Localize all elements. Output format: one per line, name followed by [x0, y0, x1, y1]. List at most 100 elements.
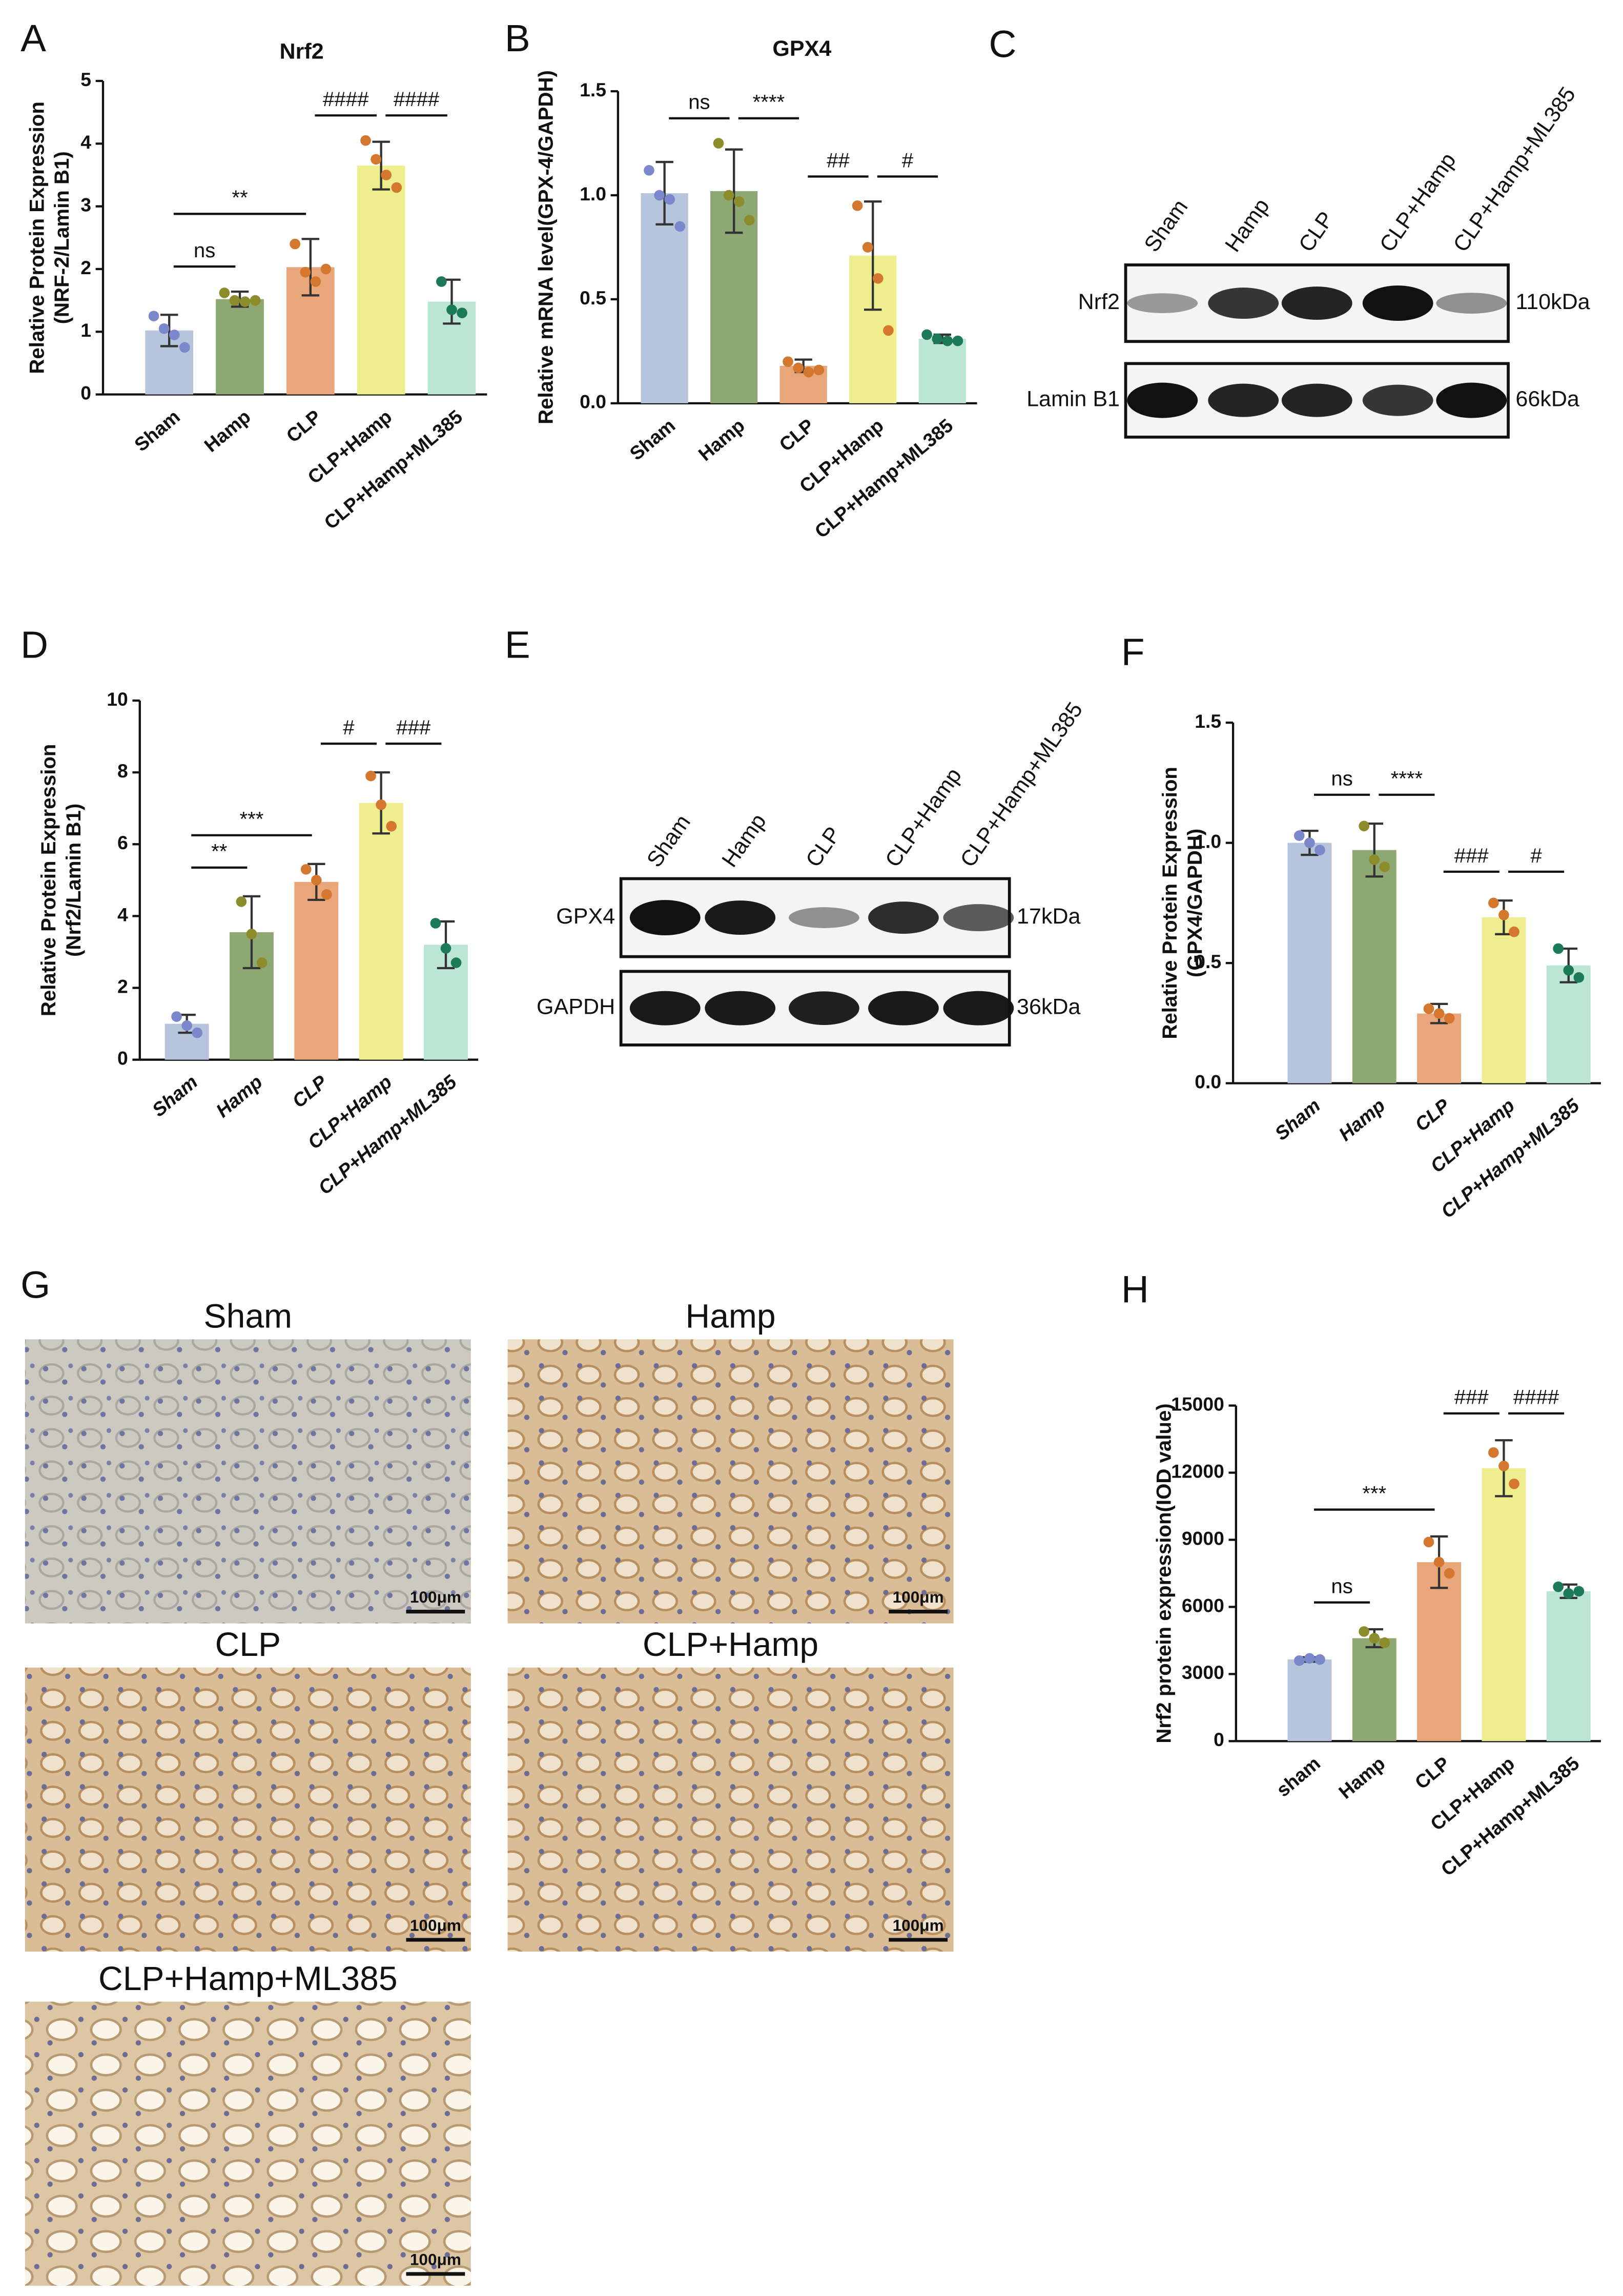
y-axis-label: Relative Protein Expression — [37, 744, 60, 1017]
data-point — [1433, 1556, 1445, 1568]
data-point — [713, 138, 724, 149]
data-point — [192, 1027, 203, 1038]
x-tick-label: CLP+Hamp+ML385 — [320, 405, 466, 533]
lane-label: CLP — [801, 823, 846, 872]
y-tick-label: 0 — [80, 382, 91, 403]
histology-image — [507, 1339, 954, 1624]
data-point — [290, 238, 301, 250]
data-point — [813, 364, 825, 376]
data-point — [1509, 926, 1519, 937]
blot-band — [943, 991, 1014, 1026]
image-title: Sham — [204, 1297, 292, 1335]
data-point — [300, 266, 311, 278]
panel-letter: E — [505, 623, 530, 666]
data-point — [1314, 845, 1325, 855]
data-point — [179, 342, 190, 353]
blot-band — [1281, 383, 1352, 417]
y-tick-label: 1.0 — [580, 183, 606, 204]
significance-label: #### — [394, 88, 440, 111]
band-size: 17kDa — [1017, 904, 1081, 929]
data-point — [1379, 1637, 1390, 1648]
error-bar — [301, 238, 320, 297]
data-point — [391, 182, 402, 193]
data-point — [436, 276, 447, 287]
blot-band — [1362, 285, 1433, 321]
scale-bar-label: 100μm — [893, 1916, 944, 1935]
data-point — [1498, 1461, 1509, 1471]
x-tick-label: Hamp — [1334, 1752, 1389, 1803]
data-point — [446, 304, 457, 315]
bar — [294, 881, 339, 1060]
y-tick-label: 3 — [80, 194, 91, 215]
blot-band — [1362, 384, 1433, 416]
data-point — [321, 889, 332, 900]
data-point — [644, 165, 654, 176]
data-point — [1444, 1568, 1455, 1579]
x-tick-label: Hamp — [200, 405, 254, 456]
lane-label: Hamp — [1220, 194, 1274, 257]
lane-label: CLP+Hamp — [880, 764, 967, 872]
data-point — [1293, 830, 1305, 841]
panel-letter: F — [1121, 630, 1145, 673]
data-point — [1563, 965, 1574, 976]
x-tick-label: CLP — [282, 405, 325, 446]
band-size: 66kDa — [1515, 387, 1579, 412]
data-point — [1293, 1655, 1305, 1666]
bar — [357, 166, 405, 395]
y-tick-label: 1.5 — [1195, 710, 1221, 732]
scale-bar-label: 100μm — [410, 1916, 461, 1935]
x-tick-label: Hamp — [1334, 1094, 1389, 1145]
data-point — [1444, 1013, 1455, 1024]
y-tick-label: 15000 — [1171, 1393, 1224, 1414]
data-point — [239, 296, 251, 307]
x-tick-label: CLP — [775, 415, 818, 456]
y-tick-label: 6 — [117, 832, 128, 853]
bar — [1482, 917, 1526, 1083]
x-tick-label: CLP — [288, 1071, 331, 1112]
data-point — [376, 799, 386, 810]
lane-label: CLP+Hamp+ML385 — [1448, 83, 1580, 256]
bar — [1352, 850, 1396, 1083]
data-point — [862, 242, 873, 253]
significance-label: ### — [1454, 844, 1489, 867]
data-point — [1423, 1003, 1434, 1014]
y-axis-label: Relative mRNA level(GPX-4/GAPDH) — [535, 70, 558, 424]
histology-image — [507, 1667, 954, 1952]
y-axis-label: (Nrf2/Lamin B1) — [62, 804, 85, 957]
blot-band — [629, 991, 701, 1026]
data-point — [1369, 854, 1380, 865]
y-tick-label: 0 — [1214, 1729, 1224, 1750]
significance-label: # — [1530, 844, 1542, 867]
blot-band — [705, 900, 776, 935]
x-tick-label: CLP — [1411, 1094, 1454, 1135]
y-tick-label: 2 — [117, 975, 128, 997]
y-tick-label: 4 — [117, 904, 128, 925]
x-tick-label: Sham — [626, 415, 680, 464]
data-point — [430, 918, 441, 929]
data-point — [181, 1020, 192, 1031]
y-tick-label: 0.0 — [1195, 1071, 1221, 1092]
data-point — [440, 943, 451, 954]
lane-label: Sham — [642, 810, 695, 872]
bar — [1546, 965, 1591, 1083]
histology-image — [25, 2001, 471, 2286]
data-point — [171, 1011, 182, 1022]
band-size: 36kDa — [1017, 995, 1081, 1019]
x-tick-label: Hamp — [212, 1071, 266, 1121]
significance-label: # — [343, 716, 355, 739]
data-point — [1573, 972, 1585, 983]
data-point — [744, 215, 755, 226]
data-point — [723, 190, 734, 201]
scale-bar-label: 100μm — [410, 2250, 461, 2268]
panel-letter: G — [20, 1263, 50, 1306]
data-point — [1488, 897, 1499, 909]
data-point — [311, 874, 322, 886]
data-point — [803, 366, 814, 378]
significance-label: ## — [827, 149, 850, 172]
blot-band — [1436, 293, 1507, 314]
blot-band — [1208, 288, 1279, 319]
y-tick-label: 2 — [80, 257, 91, 278]
data-point — [1359, 821, 1369, 832]
y-tick-label: 10 — [107, 688, 128, 710]
